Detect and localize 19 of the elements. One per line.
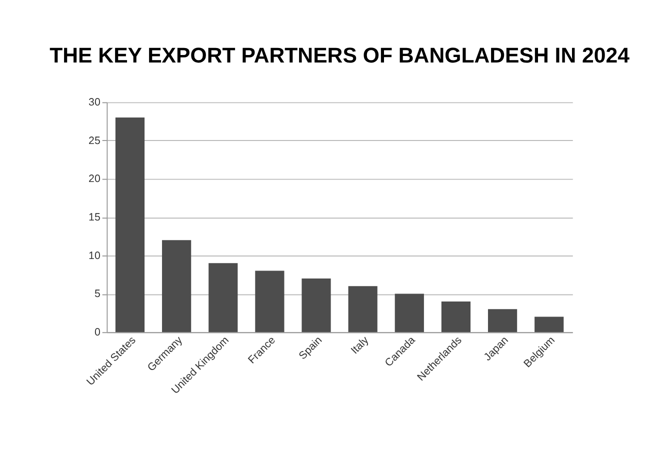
bar (534, 316, 564, 332)
y-tick-label: 10 (88, 250, 100, 262)
bar (302, 278, 331, 332)
bar (162, 240, 192, 332)
bar (441, 301, 471, 332)
y-tick-label: 15 (88, 212, 100, 224)
bar (488, 309, 518, 332)
bar (394, 294, 424, 332)
y-tick-label: 20 (88, 173, 100, 186)
x-tick-label: Italy (348, 334, 372, 357)
bar (115, 118, 145, 332)
y-tick-label: 0 (94, 326, 100, 339)
bar (255, 270, 284, 332)
y-tick-label: 30 (88, 96, 100, 109)
y-tick-label: 25 (88, 134, 100, 147)
bar (208, 263, 238, 332)
y-tick-label: 5 (94, 288, 100, 300)
chart-title: THE KEY EXPORT PARTNERS OF BANGLADESH IN 2024 (50, 43, 630, 68)
bar (348, 286, 378, 332)
